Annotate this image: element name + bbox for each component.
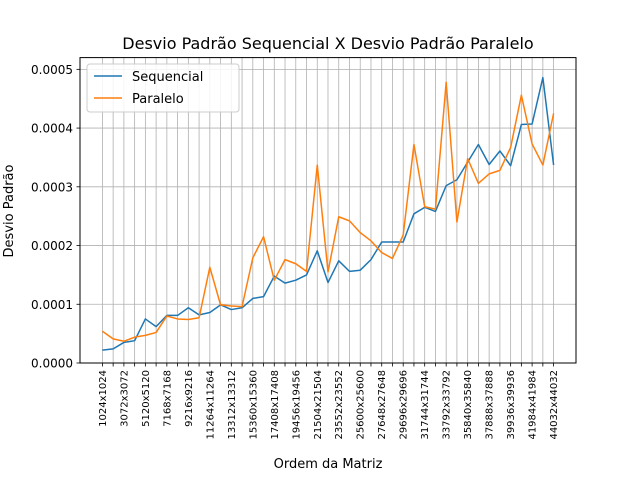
x-tick-label: 37888x37888 [485,370,496,440]
y-axis-label: Desvio Padrão [2,165,17,258]
x-tick-label: 21504x21504 [313,370,324,440]
legend: Sequencial Paralelo [86,63,240,113]
x-tick-label: 5120x5120 [141,370,152,427]
y-tick-label: 0.0005 [31,63,73,77]
x-tick-label: 7168x7168 [162,370,173,427]
x-tick-label: 41984x41984 [528,370,539,440]
y-tick-label: 0.0000 [31,357,73,371]
y-tick-label: 0.0001 [31,298,73,312]
plot-frame [79,57,577,364]
x-tick-label: 19456x19456 [291,370,302,440]
x-tick-label: 27648x27648 [377,370,388,440]
chart-title: Desvio Padrão Sequencial X Desvio Padrão… [122,34,533,53]
x-tick-label: 35840x35840 [463,370,474,440]
data-series [101,76,555,351]
x-tick-label: 9216x9216 [184,370,195,427]
x-tick-label: 3072x3072 [119,370,130,427]
x-tick-label: 23552x23552 [334,370,345,440]
legend-box [86,63,240,113]
legend-label-paralelo: Paralelo [132,92,184,107]
y-tick-label: 0.0004 [31,122,73,136]
y-tick-label: 0.0003 [31,180,73,194]
y-tick-label: 0.0002 [31,239,73,253]
series-line-paralelo [101,81,555,343]
x-tick-label: 29696x29696 [399,370,410,440]
series-line-sequencial [102,76,555,351]
x-tick-label: 25600x25600 [356,370,367,440]
x-tick-label: 44032x44032 [549,370,560,440]
x-tick-label: 13312x13312 [227,370,238,440]
x-tick-label: 17408x17408 [270,370,281,440]
x-axis-label: Ordem da Matriz [274,457,383,472]
legend-label-sequencial: Sequencial [132,70,203,85]
x-tick-label: 39936x39936 [506,370,517,440]
axis-ticks: 1024x1024 3072x3072 5120x5120 7168x7168 9216… [31,63,560,440]
x-tick-label: 31744x31744 [420,370,431,440]
x-tick-label: 15360x15360 [248,370,259,440]
x-tick-label: 1024x1024 [98,370,109,427]
x-tick-label: 11264x11264 [205,370,216,440]
x-tick-label: 33792x33792 [442,370,453,440]
